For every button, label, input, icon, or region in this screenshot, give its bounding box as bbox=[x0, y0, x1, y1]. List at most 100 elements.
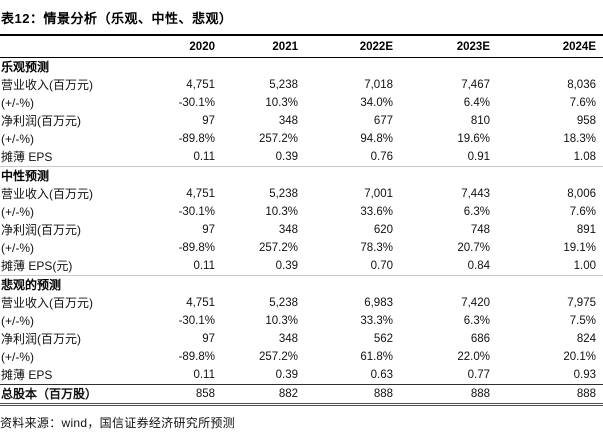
row-label: 营业收入(百万元) bbox=[1, 187, 93, 201]
value-cell: 824 bbox=[576, 333, 596, 345]
value-cell: 620 bbox=[373, 224, 393, 236]
value-cell: 1.00 bbox=[573, 260, 596, 272]
value-cell: 61.8% bbox=[360, 351, 393, 363]
row-label: 摊薄 EPS bbox=[1, 150, 53, 164]
value-cell: 348 bbox=[278, 115, 298, 127]
value-cell: 0.39 bbox=[275, 369, 298, 381]
value-cell: 7,420 bbox=[461, 297, 490, 309]
source-note: 资料来源：wind，国信证券经济研究所预测 bbox=[0, 416, 235, 430]
year-header-row: 2020 2021 2022E 2023E 2024E bbox=[0, 35, 603, 58]
table-row: 摊薄 EPS(元) 0.11 0.39 0.70 0.84 1.00 bbox=[0, 257, 603, 276]
table-row: (+/-%) -30.1% 10.3% 33.3% 6.3% 7.5% bbox=[0, 312, 603, 330]
table-row: 摊薄 EPS 0.11 0.39 0.63 0.77 0.93 bbox=[0, 366, 603, 385]
value-cell: 888 bbox=[576, 388, 596, 400]
table-row: (+/-%) -89.8% 257.2% 78.3% 20.7% 19.1% bbox=[0, 239, 603, 257]
table-row: 净利润(百万元) 97 348 677 810 958 bbox=[0, 112, 603, 130]
table-row: (+/-%) -30.1% 10.3% 34.0% 6.4% 7.6% bbox=[0, 94, 603, 112]
value-cell: 0.63 bbox=[370, 369, 393, 381]
value-cell: 33.3% bbox=[360, 315, 393, 327]
value-cell: 10.3% bbox=[265, 206, 298, 218]
value-cell: 7,467 bbox=[461, 79, 490, 91]
value-cell: 958 bbox=[576, 115, 596, 127]
value-cell: 810 bbox=[470, 115, 490, 127]
value-cell: 0.11 bbox=[193, 369, 215, 381]
value-cell: 562 bbox=[373, 333, 393, 345]
value-cell: 0.11 bbox=[193, 151, 215, 163]
value-cell: 97 bbox=[202, 333, 215, 345]
table-row: 净利润(百万元) 97 348 620 748 891 bbox=[0, 221, 603, 239]
value-cell: 97 bbox=[202, 224, 215, 236]
value-cell: 5,238 bbox=[269, 188, 298, 200]
value-cell: 10.3% bbox=[265, 97, 298, 109]
value-cell: 7,443 bbox=[461, 188, 490, 200]
value-cell: 0.39 bbox=[275, 151, 298, 163]
row-label: (+/-%) bbox=[1, 314, 34, 328]
row-label: (+/-%) bbox=[1, 96, 34, 110]
year-column-header: 2021 bbox=[272, 40, 298, 53]
value-cell: 20.1% bbox=[563, 351, 596, 363]
table-row: 摊薄 EPS 0.11 0.39 0.76 0.91 1.08 bbox=[0, 148, 603, 167]
value-cell: -89.8% bbox=[178, 242, 215, 254]
year-column-header: 2020 bbox=[189, 40, 215, 53]
value-cell: 4,751 bbox=[186, 188, 215, 200]
section-header-label: 中性预测 bbox=[1, 169, 50, 183]
value-cell: -30.1% bbox=[178, 97, 215, 109]
value-cell: -30.1% bbox=[178, 206, 215, 218]
value-cell: -30.1% bbox=[178, 315, 215, 327]
scenario-analysis-table: 2020 2021 2022E 2023E 2024E 乐观预测 营业收入(百万元) 4,7… bbox=[0, 34, 603, 406]
value-cell: 348 bbox=[278, 224, 298, 236]
value-cell: 5,238 bbox=[269, 79, 298, 91]
value-cell: 891 bbox=[576, 224, 596, 236]
value-cell: 19.6% bbox=[457, 133, 490, 145]
value-cell: 0.11 bbox=[193, 260, 215, 272]
row-label: 净利润(百万元) bbox=[1, 223, 81, 237]
section-header-row: 悲观的预测 bbox=[0, 275, 603, 295]
value-cell: -89.8% bbox=[178, 351, 215, 363]
year-column-header: 2023E bbox=[456, 40, 490, 53]
value-cell: 888 bbox=[470, 388, 490, 400]
section-header-label: 悲观的预测 bbox=[1, 278, 62, 292]
value-cell: 18.3% bbox=[563, 133, 596, 145]
value-cell: 257.2% bbox=[258, 133, 298, 145]
row-label: 净利润(百万元) bbox=[1, 332, 81, 346]
table-row: 净利润(百万元) 97 348 562 686 824 bbox=[0, 330, 603, 348]
table-row: 营业收入(百万元) 4,751 5,238 6,983 7,420 7,975 bbox=[0, 294, 603, 312]
value-cell: 1.08 bbox=[573, 151, 596, 163]
value-cell: 4,751 bbox=[186, 297, 215, 309]
header-corner-cell bbox=[0, 35, 165, 58]
year-column-header: 2022E bbox=[359, 40, 393, 53]
row-label: 净利润(百万元) bbox=[1, 114, 81, 128]
value-cell: 8,036 bbox=[567, 79, 596, 91]
value-cell: 6.4% bbox=[463, 97, 490, 109]
value-cell: 6,983 bbox=[364, 297, 393, 309]
row-label: 摊薄 EPS(元) bbox=[1, 259, 73, 273]
value-cell: 0.91 bbox=[467, 151, 490, 163]
section-header-row: 乐观预测 bbox=[0, 58, 603, 77]
value-cell: 34.0% bbox=[360, 97, 393, 109]
value-cell: 7.6% bbox=[569, 206, 596, 218]
table-row: 营业收入(百万元) 4,751 5,238 7,018 7,467 8,036 bbox=[0, 76, 603, 94]
value-cell: 0.93 bbox=[573, 369, 596, 381]
table-row: (+/-%) -89.8% 257.2% 94.8% 19.6% 18.3% bbox=[0, 130, 603, 148]
section-header-label: 乐观预测 bbox=[1, 60, 50, 74]
value-cell: 6.3% bbox=[463, 206, 490, 218]
value-cell: 677 bbox=[373, 115, 393, 127]
table-row: (+/-%) -30.1% 10.3% 33.6% 6.3% 7.6% bbox=[0, 203, 603, 221]
total-shares-row: 总股本（百万股） 858 882 888 888 888 bbox=[0, 384, 603, 405]
row-label: 摊薄 EPS bbox=[1, 368, 53, 382]
value-cell: 7.5% bbox=[569, 315, 596, 327]
value-cell: 78.3% bbox=[360, 242, 393, 254]
value-cell: 686 bbox=[470, 333, 490, 345]
value-cell: 94.8% bbox=[360, 133, 393, 145]
value-cell: 97 bbox=[202, 115, 215, 127]
row-label: (+/-%) bbox=[1, 205, 34, 219]
value-cell: 882 bbox=[278, 388, 298, 400]
value-cell: -89.8% bbox=[178, 133, 215, 145]
value-cell: 257.2% bbox=[258, 351, 298, 363]
total-shares-label: 总股本（百万股） bbox=[1, 387, 98, 401]
row-label: 营业收入(百万元) bbox=[1, 296, 93, 310]
value-cell: 348 bbox=[278, 333, 298, 345]
value-cell: 7,001 bbox=[364, 188, 393, 200]
value-cell: 0.77 bbox=[467, 369, 490, 381]
